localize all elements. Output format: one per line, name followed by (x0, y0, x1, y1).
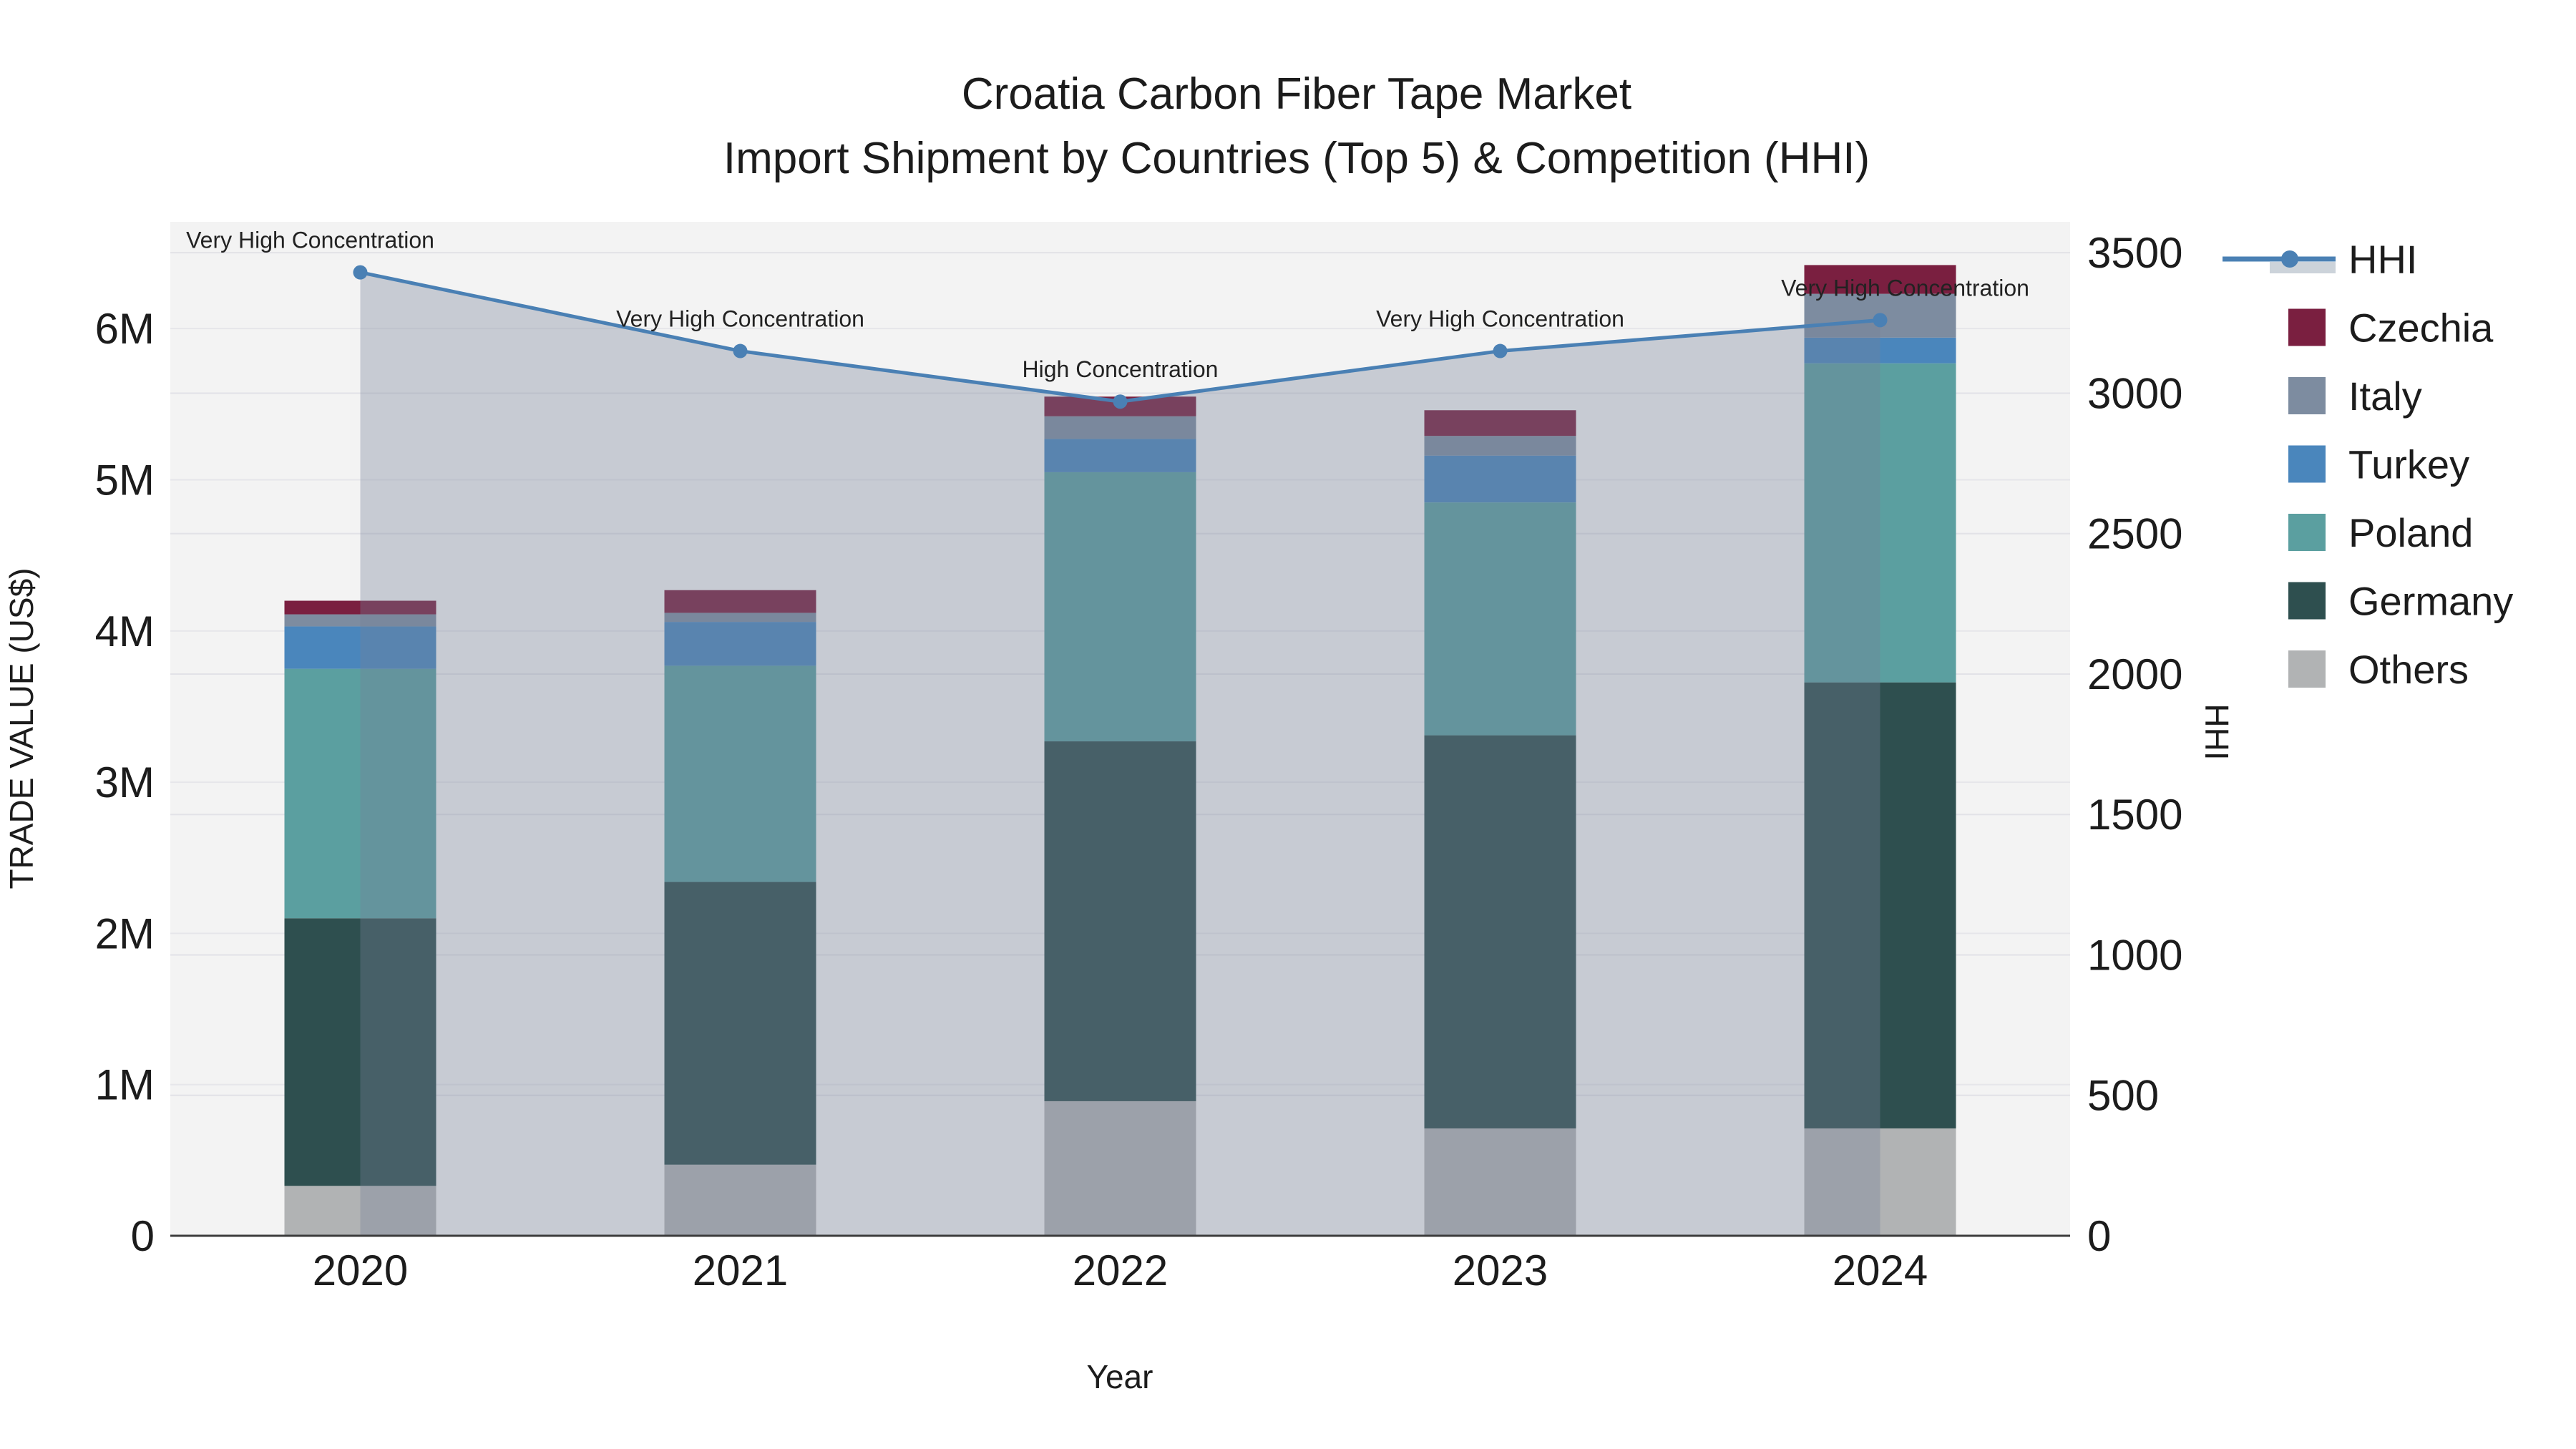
legend-item-others[interactable]: Others (2348, 647, 2469, 692)
bar-italy-2022[interactable] (1044, 416, 1196, 439)
bar-czechia-2024[interactable] (1804, 265, 1956, 294)
y-tick-left-5M: 5M (95, 456, 155, 504)
hhi-marker-2021[interactable] (733, 343, 748, 358)
hhi-marker-2023[interactable] (1493, 343, 1508, 358)
bar-czechia-2021[interactable] (664, 590, 816, 613)
legend-item-poland[interactable]: Poland (2348, 510, 2473, 555)
bar-poland-2020[interactable] (284, 668, 436, 919)
hhi-marker-2020[interactable] (353, 265, 368, 280)
y-tick-right-3000: 3000 (2087, 369, 2182, 417)
legend-swatch-turkey (2288, 445, 2326, 483)
hhi-area-fill (360, 272, 1880, 1236)
y-tick-right-1000: 1000 (2087, 931, 2182, 979)
bar-turkey-2022[interactable] (1044, 439, 1196, 472)
legend-swatch-poland (2288, 514, 2326, 551)
bar-others-2020[interactable] (284, 1186, 436, 1236)
bar-germany-2021[interactable] (664, 882, 816, 1165)
annotation-2021: Very High Concentration (616, 306, 864, 332)
legend-swatch-italy (2288, 377, 2326, 414)
annotation-2020: Very High Concentration (186, 228, 434, 253)
chart-title-line2: Import Shipment by Countries (Top 5) & C… (723, 134, 1870, 183)
x-axis-title: Year (1087, 1358, 1153, 1395)
legend-item-italy[interactable]: Italy (2348, 374, 2422, 419)
bar-germany-2020[interactable] (284, 918, 436, 1186)
y-tick-right-2500: 2500 (2087, 510, 2182, 558)
legend-swatch-others (2288, 650, 2326, 688)
bar-italy-2021[interactable] (664, 613, 816, 623)
legend-hhi-marker (2281, 250, 2298, 268)
bar-germany-2024[interactable] (1804, 682, 1956, 1128)
chart-title-line1: Croatia Carbon Fiber Tape Market (962, 69, 1631, 119)
y-tick-right-1500: 1500 (2087, 791, 2182, 839)
y-axis-title-right: HHI (2198, 703, 2235, 760)
legend-swatch-czechia (2288, 308, 2326, 346)
bar-turkey-2021[interactable] (664, 622, 816, 666)
legend-item-turkey[interactable]: Turkey (2348, 442, 2469, 487)
legend-hhi-area-swatch (2270, 262, 2336, 273)
bar-turkey-2024[interactable] (1804, 337, 1956, 364)
bar-others-2024[interactable] (1804, 1128, 1956, 1236)
bar-italy-2023[interactable] (1424, 436, 1576, 456)
bar-poland-2021[interactable] (664, 665, 816, 882)
bar-germany-2022[interactable] (1044, 741, 1196, 1101)
hhi-marker-2022[interactable] (1113, 394, 1128, 409)
bar-czechia-2023[interactable] (1424, 410, 1576, 436)
bar-italy-2020[interactable] (284, 614, 436, 627)
y-tick-left-0: 0 (131, 1212, 155, 1260)
bar-others-2023[interactable] (1424, 1128, 1576, 1236)
y-tick-right-3500: 3500 (2087, 229, 2182, 277)
y-tick-left-4M: 4M (95, 608, 155, 655)
annotation-2023: Very High Concentration (1376, 306, 1624, 332)
legend-item-germany[interactable]: Germany (2348, 579, 2513, 624)
bar-germany-2023[interactable] (1424, 735, 1576, 1128)
y-tick-left-2M: 2M (95, 909, 155, 957)
y-tick-left-1M: 1M (95, 1061, 155, 1109)
hhi-marker-2024[interactable] (1873, 313, 1888, 328)
annotation-2022: High Concentration (1023, 356, 1219, 382)
bar-poland-2023[interactable] (1424, 502, 1576, 736)
y-tick-right-500: 500 (2087, 1072, 2159, 1120)
y-tick-right-2000: 2000 (2087, 650, 2182, 698)
y-axis-title-left: TRADE VALUE (US$) (3, 567, 40, 889)
legend-swatch-germany (2288, 582, 2326, 620)
legend-item-czechia[interactable]: Czechia (2348, 306, 2494, 351)
bar-turkey-2023[interactable] (1424, 455, 1576, 503)
bar-poland-2024[interactable] (1804, 363, 1956, 683)
bar-turkey-2020[interactable] (284, 626, 436, 669)
y-tick-left-3M: 3M (95, 758, 155, 806)
y-tick-left-6M: 6M (95, 305, 155, 353)
bar-others-2022[interactable] (1044, 1101, 1196, 1236)
x-tick-2021: 2021 (693, 1246, 788, 1294)
legend-item-hhi[interactable]: HHI (2348, 237, 2417, 282)
y-tick-right-0: 0 (2087, 1212, 2111, 1260)
bar-others-2021[interactable] (664, 1164, 816, 1236)
x-tick-2020: 2020 (313, 1246, 408, 1294)
annotation-2024: Very High Concentration (1781, 275, 2029, 301)
x-tick-2024: 2024 (1833, 1246, 1928, 1294)
x-tick-2022: 2022 (1073, 1246, 1168, 1294)
bar-czechia-2020[interactable] (284, 600, 436, 615)
bar-poland-2022[interactable] (1044, 472, 1196, 742)
x-tick-2023: 2023 (1453, 1246, 1548, 1294)
